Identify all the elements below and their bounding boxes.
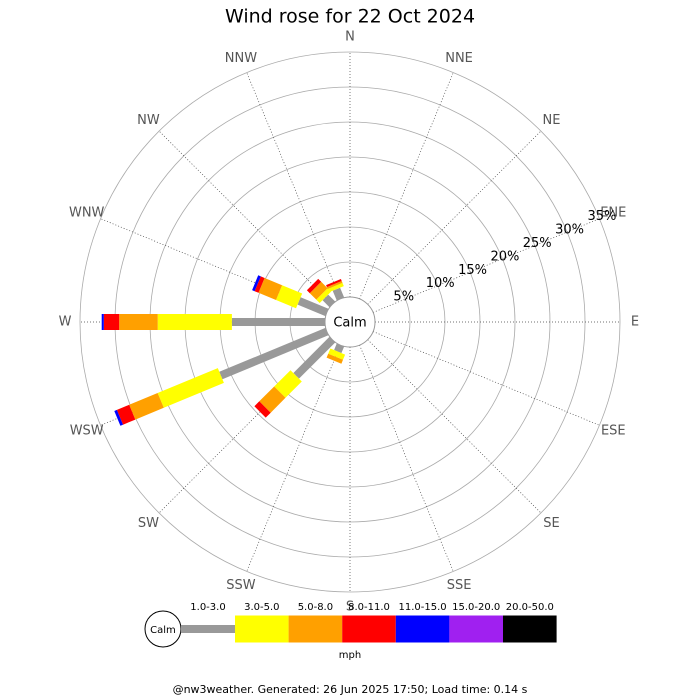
chart-title: Wind rose for 22 Oct 2024: [225, 6, 475, 28]
wind-bar: [326, 279, 342, 288]
legend-calm-label: Calm: [150, 625, 176, 636]
wind-bar: [129, 393, 164, 420]
wind-bar: [157, 314, 232, 330]
wind-bar: [259, 386, 286, 413]
direction-label: ESE: [601, 424, 626, 439]
wind-bar: [254, 401, 271, 418]
r-tick-label: 5%: [393, 290, 414, 305]
wind-bar: [316, 288, 331, 303]
legend-label: 11.0-15.0: [399, 602, 447, 613]
legend-label: 3.0-5.0: [244, 602, 279, 613]
direction-label: SSE: [447, 578, 472, 593]
legend-swatch: [235, 615, 289, 643]
wind-bar: [157, 368, 224, 408]
wind-bar: [219, 327, 329, 380]
wind-bar: [231, 318, 325, 326]
spoke: [372, 331, 600, 426]
direction-label: W: [59, 315, 72, 330]
direction-label: NW: [137, 113, 160, 128]
wind-bar: [254, 276, 265, 293]
direction-label: NE: [543, 113, 561, 128]
footer: @nw3weather. Generated: 26 Jun 2025 17:5…: [173, 683, 528, 696]
wind-bar: [332, 287, 345, 301]
wind-bar: [274, 370, 302, 398]
spoke: [158, 339, 333, 514]
legend-unit: mph: [339, 650, 361, 661]
legend-swatch: [449, 615, 503, 643]
legend-label: 15.0-20.0: [452, 602, 500, 613]
wind-bar: [258, 278, 283, 300]
spoke: [246, 344, 341, 572]
direction-label: ENE: [600, 205, 626, 220]
legend-label: 5.0-8.0: [298, 602, 333, 613]
ring: [79, 51, 621, 593]
spoke: [367, 339, 542, 514]
direction-label: S: [346, 600, 354, 615]
direction-label: WNW: [69, 205, 105, 220]
spoke: [372, 218, 600, 313]
wind-bar: [114, 409, 123, 426]
legend-swatch: [395, 615, 450, 643]
spoke: [359, 344, 454, 572]
wind-bar: [306, 278, 322, 294]
wind-bar: [276, 285, 303, 309]
legend-swatch: [288, 615, 343, 643]
r-tick-label: 35%: [587, 209, 616, 224]
legend-swatch: [342, 615, 396, 643]
r-tick-label: 15%: [458, 263, 487, 278]
legend-label: 1.0-3.0: [190, 602, 225, 613]
direction-label: N: [345, 30, 355, 45]
legend-swatch: [181, 625, 235, 633]
wind-bar: [327, 282, 344, 293]
spoke: [246, 72, 341, 300]
wind-bar: [326, 281, 343, 289]
direction-label: SW: [138, 516, 159, 531]
direction-label: E: [631, 315, 639, 330]
wind-bar: [103, 314, 120, 330]
spoke: [158, 130, 333, 305]
legend-label: 20.0-50.0: [506, 602, 554, 613]
r-tick-label: 30%: [555, 223, 584, 238]
spoke: [100, 218, 328, 313]
direction-label: WSW: [70, 424, 104, 439]
direction-label: NNW: [225, 51, 257, 66]
wind-bar: [293, 336, 336, 379]
wind-bar: [252, 275, 261, 292]
direction-label: SSW: [226, 578, 256, 593]
spoke: [359, 72, 454, 300]
calm-circle: [324, 296, 376, 348]
wind-bar: [297, 297, 329, 317]
wind-bar: [119, 314, 158, 330]
wind-bar: [309, 281, 328, 300]
wind-bar: [116, 404, 136, 425]
spoke: [367, 130, 542, 305]
wind-bar: [101, 314, 104, 330]
direction-label: NNE: [445, 51, 473, 66]
legend-label: 8.0-11.0: [348, 602, 390, 613]
wind-bar: [328, 348, 346, 360]
legend-swatch: [503, 615, 557, 643]
calm-label: Calm: [333, 316, 366, 331]
r-tick-label: 25%: [523, 236, 552, 251]
r-tick-label: 10%: [426, 276, 455, 291]
direction-label: SE: [543, 516, 559, 531]
r-tick-label: 20%: [490, 249, 519, 264]
wind-bar: [326, 353, 343, 364]
